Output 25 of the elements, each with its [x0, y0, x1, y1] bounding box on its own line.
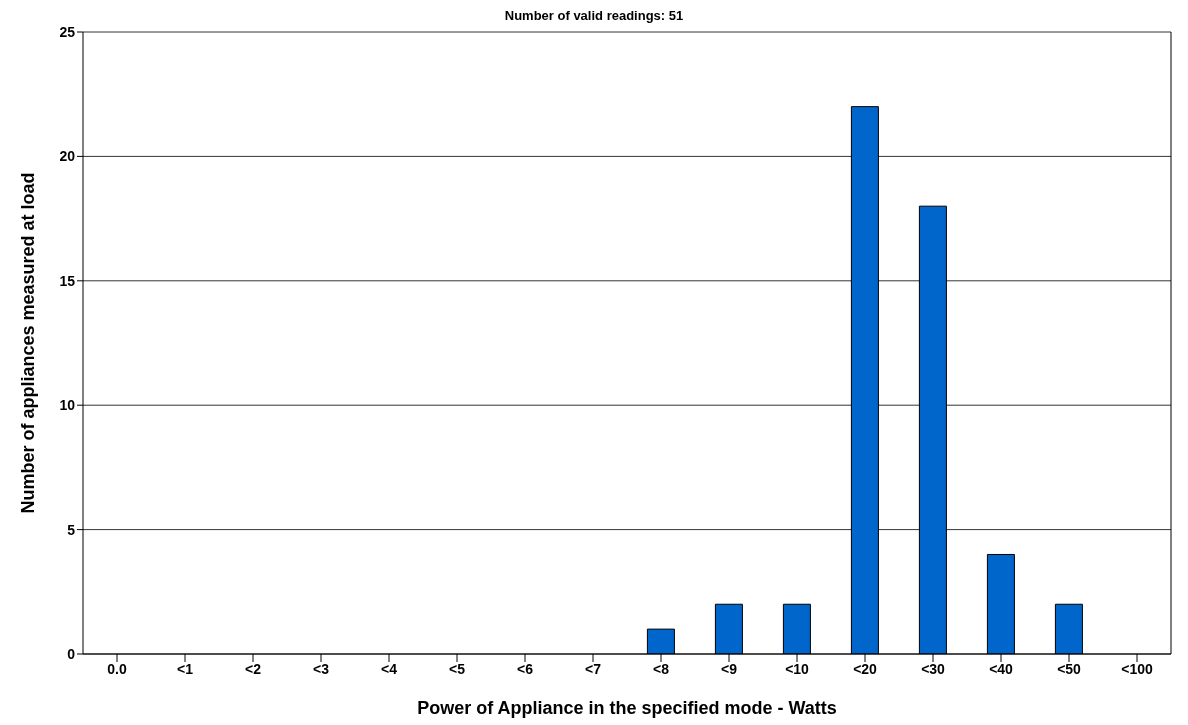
y-tick-label: 15 [59, 272, 76, 289]
x-tick-label: <7 [585, 660, 602, 677]
chart-title: Number of valid readings: 51 [503, 8, 685, 24]
x-tick-label: <6 [517, 660, 534, 677]
x-tick-label: <30 [921, 660, 946, 677]
x-axis-title: Power of Appliance in the specified mode - Watts [417, 698, 837, 718]
x-tick-label: <1 [177, 660, 194, 677]
x-tick-label: <2 [245, 660, 262, 677]
y-tick-label: 5 [67, 521, 76, 538]
y-tick-label: 10 [59, 397, 76, 414]
y-axis-title: Number of appliances measured at load [18, 172, 39, 514]
x-tick-label: <10 [785, 660, 810, 677]
x-tick-label: <9 [721, 660, 738, 677]
x-tick-label: 0.0 [107, 660, 127, 677]
x-tick-label: <50 [1057, 660, 1082, 677]
y-tick-label: 0 [67, 645, 76, 662]
x-tick-label: <40 [989, 660, 1014, 677]
x-tick-label: <3 [313, 660, 330, 677]
y-tick-label: 20 [59, 148, 76, 165]
x-tick-label: <4 [381, 660, 398, 677]
x-tick-label: <5 [449, 660, 466, 677]
y-tick-label: 25 [59, 23, 76, 40]
x-tick-label: <8 [653, 660, 670, 677]
x-tick-label: <100 [1121, 660, 1153, 677]
x-tick-label: <20 [853, 660, 878, 677]
